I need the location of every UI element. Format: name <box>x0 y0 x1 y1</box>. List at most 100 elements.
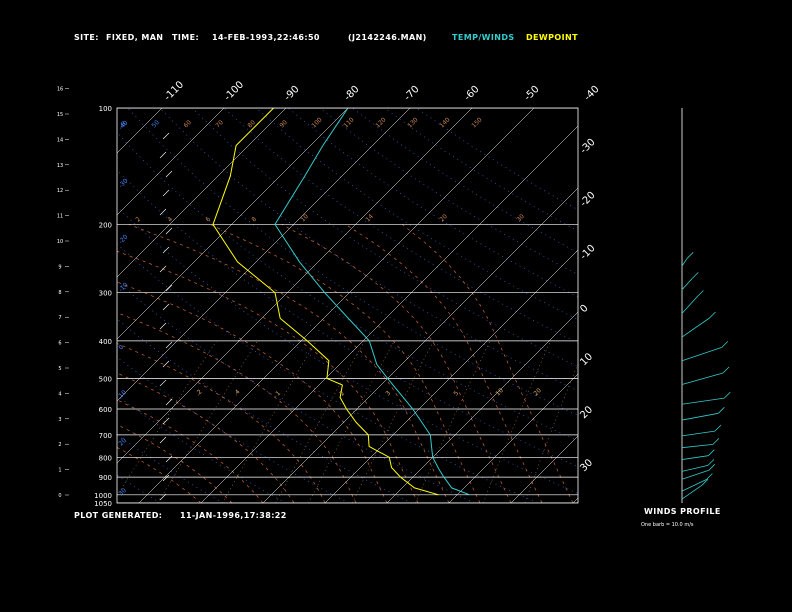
plot-wind-barb <box>159 322 167 330</box>
time-label: TIME: <box>172 33 200 42</box>
mixing-ratio-label: 10 <box>494 387 504 397</box>
plot-generated-value: 11-JAN-1996,17:38:22 <box>180 511 287 520</box>
potential-temp-label: 110 <box>342 116 355 129</box>
pressure-tick-label: 800 <box>99 454 112 462</box>
right-temp-label: 20 <box>578 404 595 421</box>
dry-adiabat <box>117 434 224 503</box>
legend-dewpoint: DEWPOINT <box>526 33 578 42</box>
wind-profile-barb <box>681 484 703 500</box>
dry-adiabat <box>287 108 578 298</box>
wind-profile-flag <box>712 438 720 445</box>
plot-wind-barb <box>165 170 173 178</box>
plot-wind-barb <box>162 417 170 425</box>
dry-adiabat <box>117 280 475 503</box>
isotherm-line <box>117 108 163 154</box>
dry-adiabat <box>117 243 538 503</box>
mixing-ratio-line <box>308 340 395 503</box>
winds-profile-note: One barb = 10.0 m/s <box>641 522 694 528</box>
right-temp-label: -10 <box>578 243 597 262</box>
mixing-ratio-label: 3 <box>384 390 392 398</box>
dry-adiabat <box>117 131 578 442</box>
top-temp-label: -80 <box>342 84 361 103</box>
pressure-tick-label: 600 <box>99 406 112 414</box>
dry-adiabat-label: 0 <box>117 344 125 352</box>
right-temp-label: -30 <box>578 137 597 156</box>
mixing-ratio-line <box>117 340 217 497</box>
potential-temp-label: 150 <box>470 116 483 129</box>
file-name: (J2142246.MAN) <box>348 33 427 42</box>
wind-profile-flag <box>724 391 731 399</box>
mixing-ratio-label: 1 <box>274 390 282 398</box>
plot-wind-barb <box>162 189 170 197</box>
height-tick-label: 6 <box>58 341 61 347</box>
plot-wind-barb <box>162 474 170 482</box>
height-tick-label: 2 <box>58 442 61 448</box>
top-temp-label: -60 <box>462 84 481 103</box>
height-tick-label: 14 <box>57 137 63 143</box>
potential-temp-label: 90 <box>278 119 288 129</box>
isotherm-line <box>448 373 578 503</box>
dry-adiabat <box>117 474 161 503</box>
wind-profile-barb <box>681 278 693 290</box>
top-temp-label: -100 <box>222 79 246 103</box>
isotherm-line <box>386 311 578 503</box>
plot-wind-barb <box>162 360 170 368</box>
plot-wind-barb <box>165 341 173 349</box>
wind-profile-barb <box>681 465 709 472</box>
height-tick-label: 1 <box>58 468 61 474</box>
moist-adiabat <box>117 399 264 503</box>
plot-wind-barb <box>159 208 167 216</box>
height-tick-label: 12 <box>57 188 63 194</box>
moist-adiabat <box>128 224 450 503</box>
dry-adiabat-label: 10 <box>117 389 127 399</box>
dry-adiabat-label: -40 <box>117 119 129 131</box>
wind-profile-flag <box>706 473 713 480</box>
wind-profile-barb <box>681 258 688 267</box>
mixing-ratio-line <box>222 340 317 503</box>
plot-frame <box>116 107 579 504</box>
potential-temp-label: 140 <box>438 116 451 129</box>
pressure-tick-label: 400 <box>99 338 112 346</box>
winds-profile-title: WINDS PROFILE <box>644 507 721 516</box>
wind-profile-barb <box>681 412 719 421</box>
legend-temp-winds: TEMP/WINDS <box>452 33 515 42</box>
wind-profile-flag <box>692 272 699 279</box>
plot-wind-barb <box>165 455 173 463</box>
height-tick-label: 8 <box>58 290 61 296</box>
wind-profile-flag <box>701 478 709 486</box>
dry-adiabat-label: -30 <box>117 177 129 189</box>
wind-profile-barb <box>681 469 709 480</box>
height-tick-label: 5 <box>58 366 61 372</box>
mixing-ratio-label: 5 <box>452 390 460 398</box>
height-tick-label: 0 <box>58 493 61 499</box>
wind-profile-barb <box>681 479 707 492</box>
height-tick-label: 4 <box>58 391 61 397</box>
wind-profile-barb <box>681 397 725 405</box>
plot-wind-barb <box>159 265 167 273</box>
height-tick-label: 7 <box>58 315 61 321</box>
pressure-tick-label: 1000 <box>94 492 112 500</box>
potential-temp-label: 70 <box>214 119 224 129</box>
site-label: SITE: <box>74 33 99 42</box>
dry-adiabat <box>0 108 97 503</box>
plot-wind-barb <box>159 379 167 387</box>
moist-adiabat-label: 30 <box>515 213 525 223</box>
potential-temp-label: 50 <box>150 119 160 129</box>
wind-profile-barb <box>681 455 709 460</box>
moist-adiabat <box>117 281 388 503</box>
plot-wind-barb <box>162 303 170 311</box>
dry-adiabat <box>159 108 578 392</box>
moist-adiabat-label: 14 <box>364 213 374 223</box>
pressure-tick-label: 900 <box>99 474 112 482</box>
wind-profile-flag <box>709 311 716 319</box>
dry-adiabat <box>384 108 578 232</box>
dry-adiabat <box>127 108 578 416</box>
moist-adiabat <box>117 250 419 503</box>
isotherm-line <box>324 249 578 503</box>
pressure-tick-label: 700 <box>99 432 112 440</box>
potential-temp-label: 120 <box>374 116 387 129</box>
isotherm-line <box>117 108 411 402</box>
moist-adiabat <box>209 224 481 503</box>
dry-adiabat <box>319 108 578 275</box>
moist-adiabat-label: 4 <box>166 216 174 224</box>
